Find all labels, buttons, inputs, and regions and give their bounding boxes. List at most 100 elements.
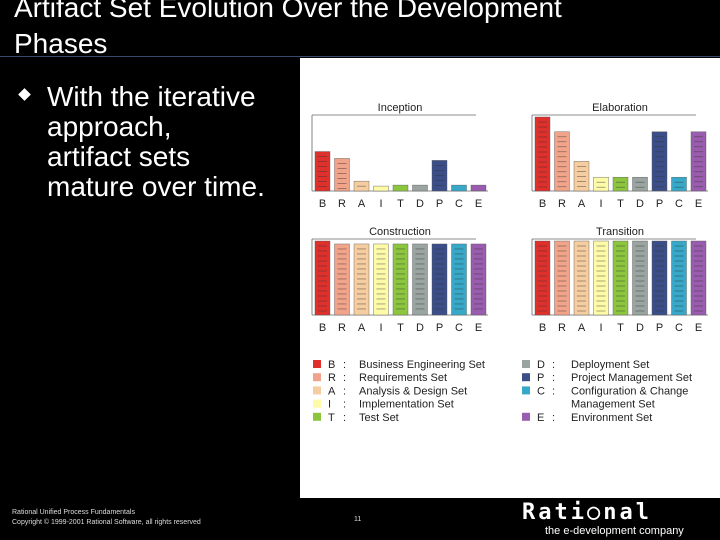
- bar-transition-i: [593, 240, 609, 316]
- tick-label-p: P: [656, 322, 663, 334]
- legend-colon: :: [343, 359, 346, 371]
- bar-construction-i: [373, 243, 389, 316]
- bar-transition-r: [554, 240, 570, 316]
- footer: Rational Unified Process Fundamentals Co…: [12, 508, 201, 528]
- tick-label-t: T: [397, 198, 404, 210]
- tick-label-b: B: [539, 322, 546, 334]
- legend-label-t: Test Set: [359, 412, 399, 424]
- tick-label-a: A: [358, 198, 366, 210]
- tick-label-a: A: [358, 322, 366, 334]
- tick-label-i: I: [379, 322, 382, 334]
- bar-elaboration-r: [554, 131, 570, 192]
- legend-colon: :: [552, 385, 555, 397]
- bar-construction-a: [353, 243, 370, 316]
- legend-colon: :: [343, 385, 346, 397]
- legend-swatch-e: [522, 412, 530, 421]
- chart-title-transition: Transition: [596, 226, 644, 238]
- tick-label-e: E: [695, 198, 702, 210]
- chart-panel: [300, 58, 720, 498]
- tick-label-b: B: [319, 198, 326, 210]
- legend-swatch-i: [313, 399, 321, 408]
- legend-label-p: Project Management Set: [571, 372, 692, 384]
- logo-tagline: the e-development company: [545, 525, 684, 537]
- tick-label-a: A: [578, 322, 586, 334]
- legend-key-p: P: [537, 372, 544, 384]
- tick-label-c: C: [455, 198, 463, 210]
- tick-label-p: P: [436, 198, 443, 210]
- legend-swatch-a: [313, 386, 321, 395]
- bar-transition-e: [690, 240, 707, 316]
- bar-transition-d: [632, 240, 648, 316]
- tick-label-p: P: [436, 322, 443, 334]
- bar-transition-t: [612, 240, 629, 316]
- legend-colon: :: [552, 372, 555, 384]
- legend-swatch-r: [313, 373, 321, 382]
- tick-label-p: P: [656, 198, 663, 210]
- legend-colon: :: [552, 359, 555, 371]
- bar-elaboration-d: [632, 176, 648, 192]
- bar-transition-a: [573, 240, 590, 316]
- tick-label-d: D: [636, 198, 644, 210]
- bar-transition-p: [651, 240, 668, 316]
- legend-colon: :: [343, 399, 346, 411]
- bar-construction-d: [412, 243, 428, 316]
- legend-label-e: Environment Set: [571, 412, 652, 424]
- tick-label-e: E: [695, 322, 702, 334]
- bar-inception-c: [451, 184, 467, 192]
- tick-label-t: T: [617, 322, 624, 334]
- bar-construction-b: [314, 240, 331, 316]
- tick-label-i: I: [379, 198, 382, 210]
- legend-label-i: Implementation Set: [359, 399, 454, 411]
- legend-label-r: Requirements Set: [359, 372, 447, 384]
- tick-label-c: C: [675, 322, 683, 334]
- tick-label-d: D: [416, 322, 424, 334]
- tick-label-c: C: [455, 322, 463, 334]
- legend-colon: :: [343, 372, 346, 384]
- tick-label-r: R: [558, 322, 566, 334]
- tick-label-i: I: [599, 322, 602, 334]
- legend-key-r: R: [328, 372, 336, 384]
- legend-swatch-b: [313, 360, 321, 368]
- legend-label-c: Configuration & Change: [571, 385, 688, 397]
- legend-key-i: I: [328, 399, 331, 411]
- tick-label-r: R: [558, 198, 566, 210]
- legend-key-c: C: [537, 385, 545, 397]
- bullet-text: With the iterative approach, artifact se…: [47, 81, 265, 202]
- tick-label-i: I: [599, 198, 602, 210]
- tick-label-b: B: [319, 322, 326, 334]
- tick-label-e: E: [475, 322, 482, 334]
- legend-key-a: A: [328, 385, 336, 397]
- rational-logo: Rati○nal: [522, 500, 652, 525]
- bar-transition-c: [671, 240, 687, 316]
- bar-inception-t: [392, 184, 409, 192]
- tick-label-d: D: [636, 322, 644, 334]
- bar-elaboration-t: [612, 176, 629, 192]
- slide-title: Artifact Set Evolution Over the Developm…: [14, 0, 562, 59]
- legend-key-e: E: [537, 412, 544, 424]
- bar-construction-p: [431, 243, 448, 316]
- bar-construction-e: [470, 243, 487, 316]
- bar-elaboration-p: [651, 131, 668, 192]
- legend-label-b: Business Engineering Set: [359, 359, 485, 371]
- legend-colon: :: [343, 412, 346, 424]
- bar-construction-r: [334, 243, 350, 316]
- bar-elaboration-b: [534, 116, 551, 192]
- tick-label-t: T: [617, 198, 624, 210]
- legend-label-a: Analysis & Design Set: [359, 385, 467, 397]
- page-number: 11: [354, 516, 362, 523]
- bar-elaboration-c: [671, 176, 687, 192]
- legend-swatch-d: [522, 360, 530, 368]
- tick-label-d: D: [416, 198, 424, 210]
- legend-swatch-c: [522, 386, 530, 395]
- chart-title-construction: Construction: [369, 226, 431, 238]
- chart-title-inception: Inception: [378, 102, 423, 114]
- tick-label-c: C: [675, 198, 683, 210]
- tick-label-t: T: [397, 322, 404, 334]
- legend-label-c-cont: Management Set: [571, 399, 655, 411]
- bar-inception-d: [412, 184, 428, 192]
- bar-inception-r: [334, 158, 350, 192]
- footer-course: Rational Unified Process Fundamentals: [12, 509, 135, 516]
- tick-label-a: A: [578, 198, 586, 210]
- tick-label-b: B: [539, 198, 546, 210]
- title-rule: [0, 56, 720, 57]
